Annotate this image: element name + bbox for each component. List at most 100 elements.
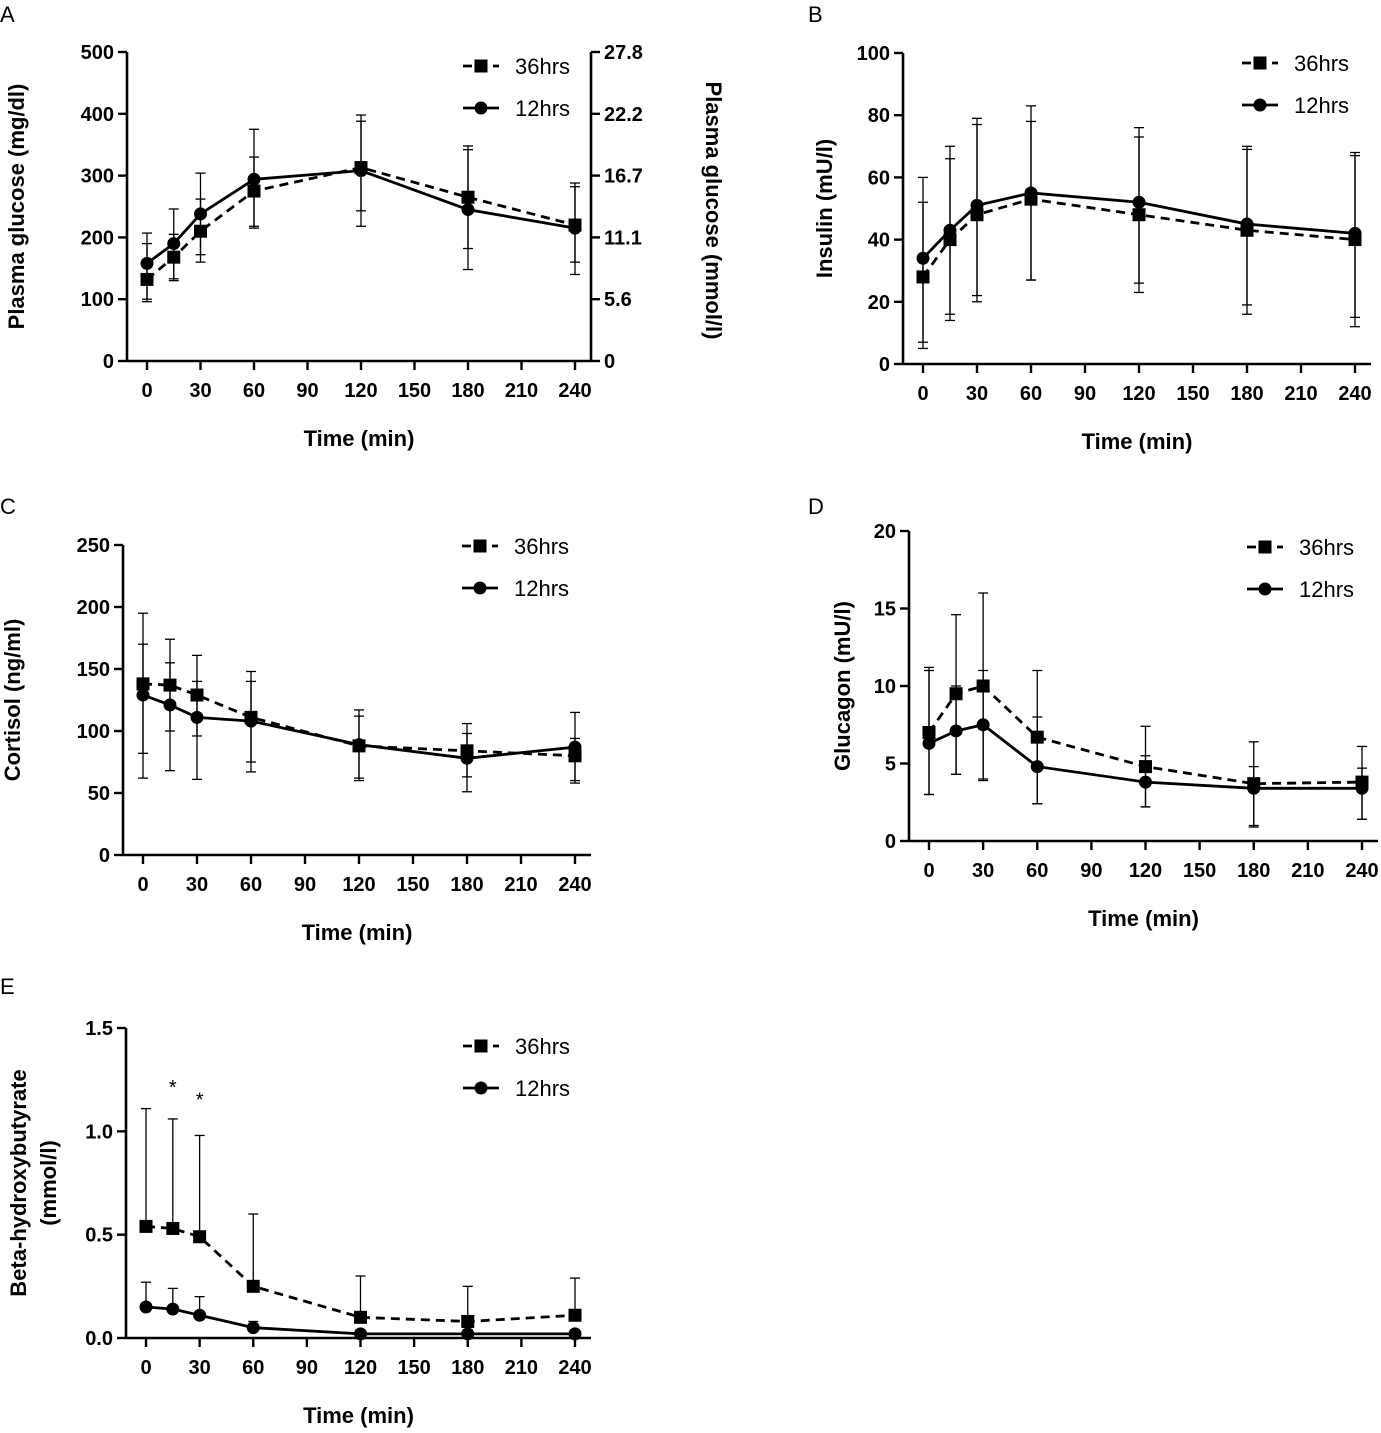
legend-marker-square <box>1253 56 1267 70</box>
x-tick-label: 150 <box>396 874 429 896</box>
y-tick-label: 200 <box>81 227 114 249</box>
legend-item: 12hrs <box>1242 93 1349 118</box>
y-tick-label: 80 <box>868 105 890 127</box>
x-tick-label: 60 <box>1020 383 1042 405</box>
y-tick-label: 0 <box>885 831 896 853</box>
x-tick-label: 30 <box>189 380 211 402</box>
legend-label: 12hrs <box>1299 577 1354 602</box>
data-point-circle <box>354 164 368 178</box>
x-tick-label: 240 <box>1338 383 1371 405</box>
x-tick-label: 180 <box>451 380 484 402</box>
y-tick-label: 20 <box>874 521 896 543</box>
panel-b: B 0 20 40 60 80 100 0 30 60 90 120 150 180 210 240 Time … <box>808 2 1372 454</box>
legend-item: 36hrs <box>1242 51 1349 76</box>
x-tick-label: 150 <box>398 380 431 402</box>
y2-tick-label: 27.8 <box>604 42 643 64</box>
panel-d: D 0 5 10 15 20 0 30 60 90 120 150 180 210 240 Time (min… <box>808 494 1379 931</box>
x-tick-label: 210 <box>1291 860 1324 882</box>
legend-marker-circle <box>1258 582 1272 596</box>
y-tick-label: 300 <box>81 166 114 188</box>
y-tick-label: 150 <box>77 659 110 681</box>
legend-item: 36hrs <box>463 54 570 79</box>
x-tick-label: 60 <box>1026 860 1048 882</box>
y-tick-label: 500 <box>81 42 114 64</box>
x-tick-label: 120 <box>344 380 377 402</box>
x-tick-label: 60 <box>243 380 265 402</box>
data-point-circle <box>949 724 963 738</box>
y-tick-label: 15 <box>874 599 896 621</box>
legend-label: 12hrs <box>515 1076 570 1101</box>
data-point-square <box>354 1310 367 1324</box>
data-point-circle <box>190 710 204 724</box>
y-tick-label: 40 <box>868 230 890 252</box>
series-12hrs <box>140 120 582 303</box>
x-tick-label: 180 <box>450 874 483 896</box>
y-tick-label: 10 <box>874 676 896 698</box>
x-tick-label: 180 <box>451 1357 484 1379</box>
legend-marker-circle <box>474 101 488 115</box>
x-tick-label: 0 <box>917 383 928 405</box>
legend-item: 12hrs <box>463 96 570 121</box>
y-tick-label: 60 <box>868 167 890 189</box>
data-point-circle <box>943 223 957 237</box>
data-point-circle <box>1240 217 1254 231</box>
legend-marker-square <box>474 1039 488 1053</box>
y2-tick-label: 16.7 <box>604 166 643 188</box>
series-12hrs <box>136 643 582 793</box>
y-tick-label: 50 <box>88 783 110 805</box>
x-tick-label: 120 <box>1122 383 1155 405</box>
x-axis-title: Time (min) <box>1082 429 1193 454</box>
y-tick-label: 250 <box>77 535 110 557</box>
y-axis-title: Plasma glucose (mg/dl) <box>4 84 29 330</box>
x-tick-label: 60 <box>242 1357 264 1379</box>
data-point-square <box>193 1230 207 1244</box>
panel-c: C 0 50 100 150 200 250 0 30 60 90 120 150 180 210 240 Ti… <box>0 494 592 945</box>
y-tick-label: 100 <box>77 721 110 743</box>
legend-item: 12hrs <box>1247 577 1354 602</box>
significance-star: * <box>196 1090 204 1112</box>
data-point-square <box>246 1279 260 1293</box>
data-point-circle <box>976 718 990 732</box>
data-point-circle <box>1030 760 1044 774</box>
panel-letter: B <box>808 2 823 27</box>
x-tick-label: 90 <box>294 874 316 896</box>
y-tick-label: 1.0 <box>85 1121 113 1143</box>
x-tick-label: 150 <box>397 1357 430 1379</box>
x-tick-label: 0 <box>923 860 934 882</box>
x-tick-label: 240 <box>558 874 591 896</box>
x-tick-label: 90 <box>296 380 318 402</box>
x-axis-title: Time (min) <box>302 920 413 945</box>
y-axis-title-line: Beta-hydroxybutyrate <box>6 1069 31 1296</box>
legend-marker-square <box>473 539 487 553</box>
data-point-circle <box>1355 781 1369 795</box>
data-point-square <box>461 1314 475 1328</box>
y-tick-label: 100 <box>81 289 114 311</box>
panel-letter: E <box>0 974 15 999</box>
data-point-circle <box>568 1327 582 1341</box>
x-tick-label: 210 <box>1284 383 1317 405</box>
x-tick-label: 240 <box>1345 860 1378 882</box>
legend-marker-circle <box>474 1081 488 1095</box>
data-point-circle <box>568 740 582 754</box>
x-tick-label: 120 <box>342 874 375 896</box>
x-axis-title: Time (min) <box>304 426 415 451</box>
data-point-circle <box>140 256 154 270</box>
data-point-circle <box>166 1302 180 1316</box>
data-point-square <box>166 1221 180 1235</box>
data-point-circle <box>1247 781 1261 795</box>
data-point-circle <box>568 221 582 235</box>
legend-label: 36hrs <box>515 54 570 79</box>
y-tick-label: 0 <box>103 351 114 373</box>
data-point-circle <box>352 738 366 752</box>
data-point-circle <box>970 198 984 212</box>
panel-e: E 0.0 0.5 1.0 1.5 0 30 60 90 120 150 180 210 240 Time … <box>0 974 592 1428</box>
x-tick-label: 0 <box>137 874 148 896</box>
x-tick-label: 90 <box>1074 383 1096 405</box>
data-point-circle <box>167 237 181 251</box>
y2-tick-label: 11.1 <box>604 227 642 249</box>
legend-item: 12hrs <box>462 576 569 601</box>
x-tick-label: 210 <box>505 1357 538 1379</box>
series-36hrs <box>139 1107 582 1328</box>
series-12hrs <box>139 1281 582 1341</box>
